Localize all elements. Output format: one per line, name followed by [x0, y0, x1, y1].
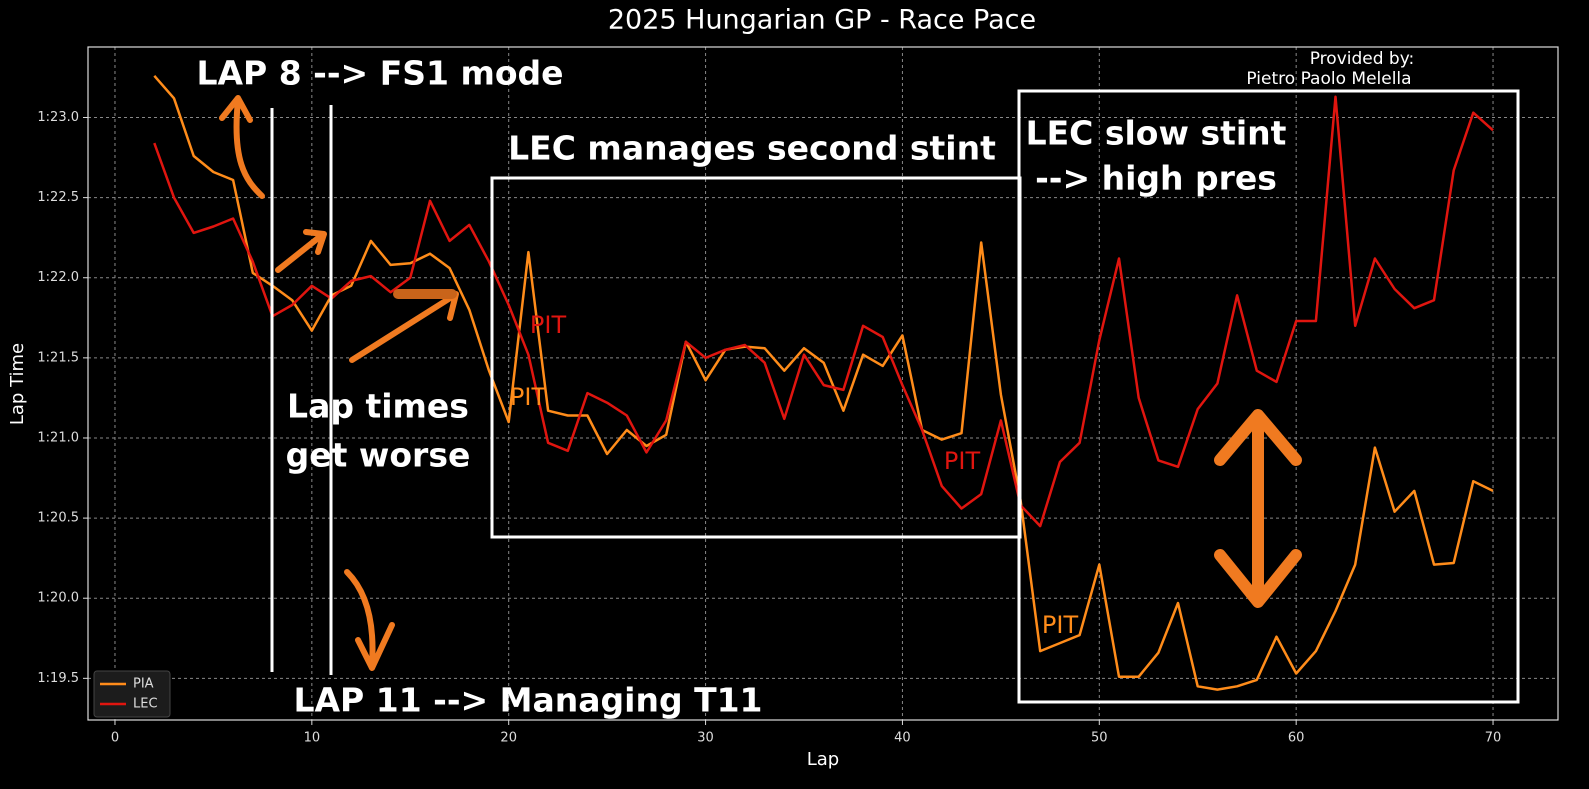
- y-tick-label: 1:20.0: [37, 591, 79, 606]
- annotation: LAP 8 --> FS1 mode: [196, 54, 563, 93]
- annotation: LEC manages second stint: [508, 129, 996, 168]
- highlight-box: [1017, 89, 1520, 704]
- y-tick-label: 1:22.5: [37, 190, 79, 205]
- decorations: [87, 46, 1559, 721]
- x-tick-label: 0: [111, 731, 119, 746]
- y-tick-label: 1:22.0: [37, 270, 79, 285]
- x-tick-label: 50: [1091, 731, 1108, 746]
- plot-frame: [87, 46, 1559, 721]
- annotation: get worse: [286, 436, 471, 475]
- x-axis-label: Lap: [807, 749, 839, 770]
- lines: [153, 74, 1494, 691]
- annotation: Provided by:: [1310, 49, 1415, 69]
- x-tick-label: 70: [1485, 731, 1502, 746]
- pit-label: PIT: [530, 311, 567, 339]
- legend-label: PIA: [133, 677, 154, 692]
- arrow: [275, 229, 327, 273]
- annotation: Pietro Paolo Melella: [1246, 69, 1411, 89]
- annotation: LAP 11 --> Managing T11: [293, 681, 762, 720]
- legend: [93, 670, 171, 718]
- legend-box: [93, 670, 171, 718]
- y-tick-label: 1:20.5: [37, 511, 79, 526]
- series-line: [153, 74, 1494, 691]
- series-line: [153, 95, 1494, 528]
- annotation: --> high pres: [1035, 159, 1277, 198]
- x-tick-label: 60: [1288, 731, 1305, 746]
- legend-label: LEC: [133, 697, 158, 712]
- y-tick-label: 1:21.0: [37, 430, 79, 445]
- pit-label: PIT: [1042, 611, 1079, 639]
- x-tick-label: 20: [500, 731, 517, 746]
- pit-label: PIT: [510, 383, 547, 411]
- y-tick-label: 1:21.5: [37, 350, 79, 365]
- x-tick-label: 40: [894, 731, 911, 746]
- x-tick-label: 30: [697, 731, 714, 746]
- annotations: LAP 8 --> FS1 mode LAP 11 --> Managing T1…: [196, 49, 1414, 720]
- pit-label: PIT: [944, 447, 981, 475]
- double-arrow: [1214, 409, 1302, 608]
- chart-title: 2025 Hungarian GP - Race Pace: [608, 5, 1036, 36]
- grid: [83, 47, 1558, 725]
- arrow: [219, 95, 265, 199]
- x-tick-label: 10: [304, 731, 321, 746]
- annotation: Lap times: [287, 387, 469, 426]
- arrow: [344, 569, 395, 671]
- y-tick-label: 1:23.0: [37, 110, 79, 125]
- annotation: LEC slow stint: [1026, 114, 1287, 153]
- y-axis-label: Lap Time: [7, 343, 28, 425]
- y-tick-label: 1:19.5: [37, 671, 79, 686]
